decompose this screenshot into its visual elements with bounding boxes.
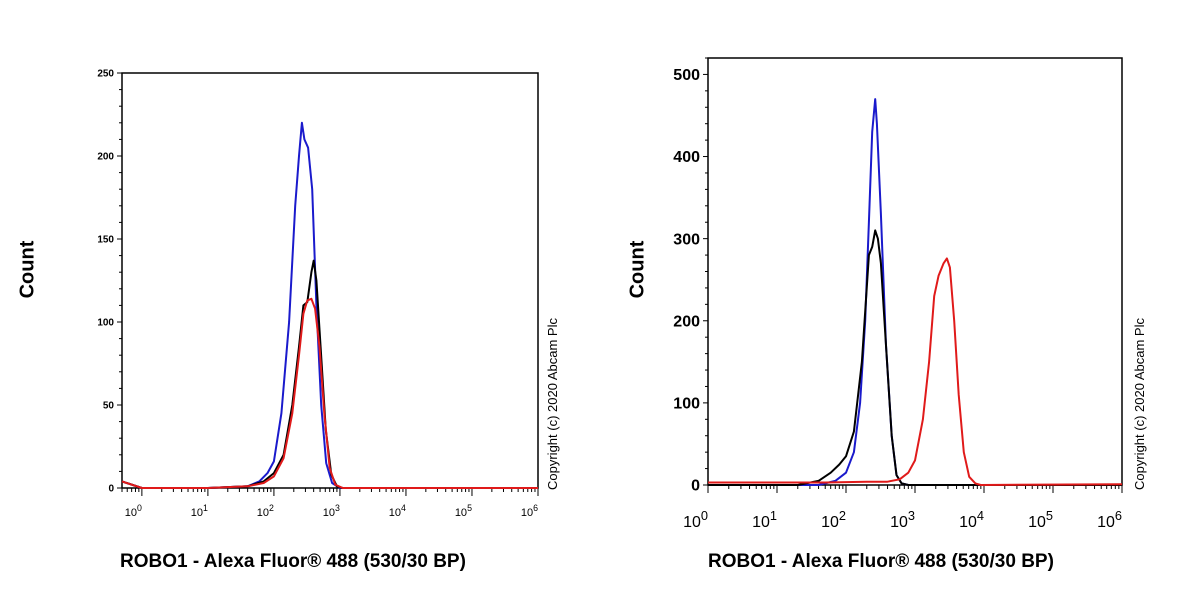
y-tick-label: 0 bbox=[108, 484, 114, 495]
x-tick-label: 101 bbox=[752, 508, 777, 531]
copyright-notice: Copyright (c) 2020 Abcam Plc bbox=[1132, 318, 1147, 490]
copyright-notice: Copyright (c) 2020 Abcam Plc bbox=[545, 318, 560, 490]
y-axis-label: Count bbox=[16, 240, 39, 299]
histogram-series-line-1 bbox=[708, 98, 1122, 486]
histogram-series-line-2 bbox=[121, 259, 538, 489]
x-tick-label: 105 bbox=[1028, 508, 1053, 531]
x-tick-label: 106 bbox=[521, 503, 538, 519]
x-tick-label: 100 bbox=[683, 508, 708, 531]
x-tick-label: 103 bbox=[323, 503, 340, 519]
x-tick-label: 105 bbox=[455, 503, 472, 519]
x-tick-label: 102 bbox=[821, 508, 846, 531]
y-tick-label: 300 bbox=[673, 231, 700, 248]
x-tick-label: 103 bbox=[890, 508, 915, 531]
y-tick-label: 200 bbox=[97, 152, 114, 163]
histogram-plot-right: 0 100 200 300 400 500 100 101 102 103 104 105 106 bbox=[673, 57, 1123, 531]
histogram-series-line-3 bbox=[121, 297, 538, 489]
plot-frame bbox=[121, 72, 539, 489]
y-tick-label: 200 bbox=[673, 313, 700, 330]
y-tick-label: 500 bbox=[673, 67, 700, 84]
x-axis-label: ROBO1 - Alexa Fluor® 488 (530/30 BP) bbox=[120, 551, 466, 572]
y-tick-label: 50 bbox=[103, 401, 115, 412]
y-tick-label: 150 bbox=[97, 235, 114, 246]
y-tick-label: 100 bbox=[673, 395, 700, 412]
y-tick-label: 250 bbox=[97, 69, 114, 80]
histogram-panel-left: 0 50 100 150 200 250 100 101 102 103 104 105 106 Cou… bbox=[16, 69, 561, 573]
y-tick-label: 0 bbox=[691, 478, 700, 495]
plot-frame bbox=[707, 57, 1123, 486]
x-axis-label: ROBO1 - Alexa Fluor® 488 (530/30 BP) bbox=[708, 551, 1054, 572]
histogram-series-line-3 bbox=[708, 257, 1123, 486]
histogram-plot-left: 0 50 100 150 200 250 100 101 102 103 104 105 106 bbox=[97, 69, 539, 519]
x-tick-label: 106 bbox=[1097, 508, 1122, 531]
y-axis-label: Count bbox=[626, 240, 649, 299]
y-tick-label: 400 bbox=[673, 149, 700, 166]
histogram-series-line-1 bbox=[121, 121, 538, 489]
x-tick-label: 101 bbox=[191, 503, 208, 519]
histogram-series-line-2 bbox=[708, 229, 1122, 486]
x-tick-label: 102 bbox=[257, 503, 274, 519]
x-tick-label: 104 bbox=[959, 508, 984, 531]
y-tick-label: 100 bbox=[97, 318, 114, 329]
x-tick-label: 100 bbox=[125, 503, 142, 519]
histogram-panel-right: 0 100 200 300 400 500 100 101 102 103 104 105 106 Co… bbox=[600, 0, 1200, 600]
x-tick-label: 104 bbox=[389, 503, 406, 519]
